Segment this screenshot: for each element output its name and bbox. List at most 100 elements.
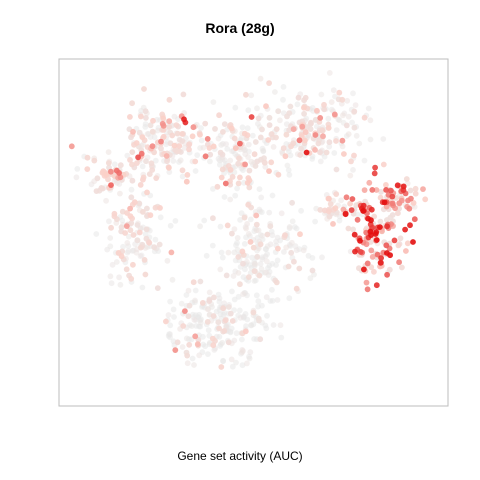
data-point xyxy=(383,203,390,210)
data-point xyxy=(109,261,116,268)
data-point xyxy=(157,205,163,211)
data-point xyxy=(344,97,351,104)
data-point xyxy=(242,151,249,158)
data-point xyxy=(319,127,326,134)
data-point xyxy=(303,149,310,156)
data-point xyxy=(246,184,253,191)
data-point xyxy=(325,125,332,131)
data-point xyxy=(129,177,136,184)
data-point xyxy=(331,111,338,118)
data-point xyxy=(200,333,206,340)
data-point xyxy=(248,114,255,120)
data-point xyxy=(129,149,136,156)
data-point xyxy=(113,259,120,265)
data-point xyxy=(185,313,192,320)
data-point xyxy=(277,117,283,124)
data-point xyxy=(233,330,240,337)
data-point xyxy=(284,162,291,169)
data-point xyxy=(222,180,229,187)
data-point xyxy=(267,298,274,304)
data-point xyxy=(164,257,171,264)
data-point xyxy=(228,125,235,132)
data-point xyxy=(241,241,248,247)
data-point xyxy=(282,153,289,160)
data-point xyxy=(273,134,279,141)
data-point xyxy=(286,224,293,230)
data-point xyxy=(396,200,403,207)
data-point xyxy=(152,236,159,243)
data-point xyxy=(269,232,276,239)
data-point xyxy=(183,292,190,298)
data-point xyxy=(234,185,241,192)
data-point xyxy=(217,149,224,156)
data-point xyxy=(170,158,177,164)
data-point xyxy=(248,158,255,165)
data-point xyxy=(229,363,236,370)
data-point xyxy=(300,247,307,254)
data-point xyxy=(189,355,196,362)
data-point xyxy=(377,218,384,225)
data-point xyxy=(156,241,163,248)
data-point xyxy=(188,323,195,329)
data-point xyxy=(149,167,156,173)
chart-title: Rora (28g) xyxy=(205,20,275,36)
data-point xyxy=(378,189,384,195)
data-point xyxy=(239,349,245,356)
data-point xyxy=(361,157,368,164)
data-point xyxy=(221,194,228,200)
data-point xyxy=(142,271,149,278)
data-point xyxy=(235,270,242,276)
data-point xyxy=(347,172,354,179)
data-point xyxy=(361,187,368,194)
data-point xyxy=(327,201,334,207)
data-point xyxy=(326,139,333,146)
data-point xyxy=(369,254,376,260)
data-point xyxy=(280,145,287,152)
data-point xyxy=(148,160,155,167)
data-point xyxy=(217,161,223,168)
data-point xyxy=(231,249,238,256)
data-point xyxy=(236,307,243,314)
data-point xyxy=(326,213,333,220)
data-point xyxy=(253,212,260,219)
data-point xyxy=(219,339,226,346)
data-point xyxy=(151,244,158,251)
data-point xyxy=(218,249,225,256)
data-point xyxy=(165,312,172,318)
data-point xyxy=(253,221,260,228)
data-point xyxy=(378,259,384,266)
data-point xyxy=(210,342,217,349)
data-point xyxy=(209,335,216,342)
data-point xyxy=(386,266,393,273)
data-point xyxy=(167,222,174,229)
data-point xyxy=(343,122,350,129)
data-point xyxy=(371,268,377,275)
data-point xyxy=(265,137,272,143)
data-point xyxy=(367,221,374,228)
data-point xyxy=(131,199,138,206)
data-point xyxy=(255,115,262,122)
data-point xyxy=(211,347,218,353)
data-point xyxy=(407,222,413,229)
data-point xyxy=(142,121,149,127)
data-point xyxy=(157,214,164,221)
data-point xyxy=(221,300,228,307)
data-point xyxy=(197,319,204,326)
data-point xyxy=(388,187,394,194)
data-point xyxy=(420,186,426,193)
data-point xyxy=(253,227,260,234)
data-point xyxy=(127,227,134,234)
data-point xyxy=(144,205,150,212)
data-point xyxy=(197,223,204,230)
data-point xyxy=(384,271,390,278)
data-point xyxy=(137,244,144,251)
data-point xyxy=(378,255,384,261)
data-point xyxy=(361,114,368,121)
data-point xyxy=(203,252,210,259)
data-point xyxy=(357,249,364,255)
data-point xyxy=(133,140,140,146)
data-point xyxy=(152,157,159,164)
data-point xyxy=(285,167,292,174)
data-point xyxy=(186,341,193,348)
data-point xyxy=(241,214,248,221)
